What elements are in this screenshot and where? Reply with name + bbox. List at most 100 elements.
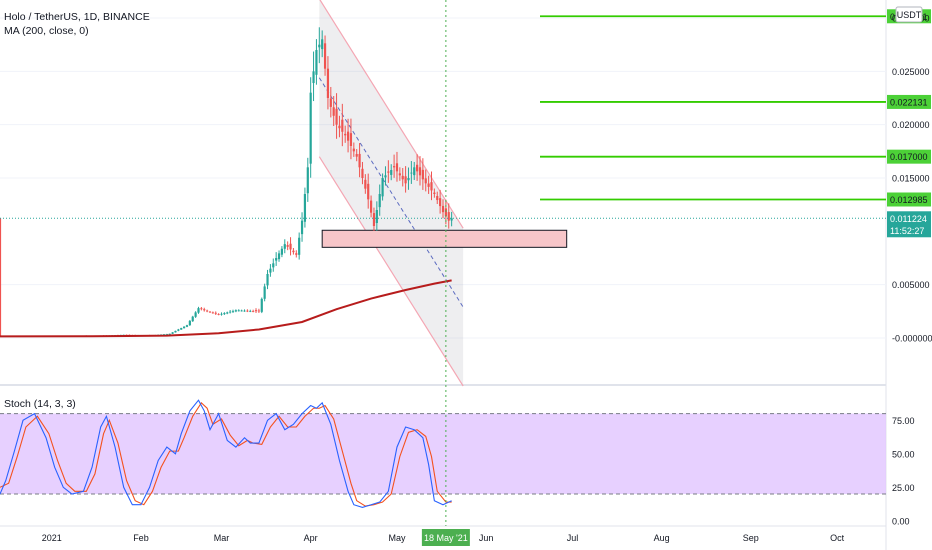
candle-body <box>206 310 209 312</box>
time-axis[interactable]: 2021 Feb Mar Apr May Jun Jul Aug Sep Oct 18 May '2… <box>42 529 845 546</box>
candle-body <box>280 248 284 255</box>
candle-body <box>444 208 447 217</box>
ma-200-line <box>0 279 452 338</box>
candle-body <box>254 310 258 312</box>
candle-body <box>407 178 410 181</box>
stoch-tick-label: 25.00 <box>892 483 915 493</box>
symbol-title[interactable]: Holo / TetherUS, 1D, BINANCE <box>4 11 150 23</box>
candle-body <box>208 311 212 313</box>
candle-body <box>390 170 393 175</box>
candle-body <box>392 166 396 168</box>
channel-upper-line <box>319 0 464 229</box>
candle-body <box>404 176 407 184</box>
candle-body <box>220 313 223 315</box>
time-tick-label: Jun <box>479 533 494 543</box>
candle-body <box>180 328 183 330</box>
candle-body <box>243 310 246 312</box>
candle-body <box>211 312 214 314</box>
crosshair-date-box <box>421 529 470 546</box>
candle-body <box>309 92 312 164</box>
candle-body <box>263 286 266 299</box>
time-tick-label: Aug <box>654 533 670 543</box>
candle-body <box>191 316 194 322</box>
candle-body <box>174 330 177 333</box>
level-label: 0.012985 <box>890 195 928 205</box>
candle-body <box>427 183 430 187</box>
candle-body <box>194 312 197 317</box>
candle-body <box>323 43 327 69</box>
candle-body <box>217 314 220 315</box>
candle-body <box>344 133 347 136</box>
candle-body <box>413 167 416 176</box>
candle-body <box>237 310 240 312</box>
candle-body <box>275 258 278 261</box>
candle-body <box>171 332 174 334</box>
candle-body <box>286 245 289 247</box>
time-tick-label: Mar <box>214 533 230 543</box>
ma-legend[interactable]: MA (200, close, 0) <box>4 25 89 37</box>
time-tick-label: Oct <box>830 533 845 543</box>
candle-body <box>326 68 330 98</box>
candle-body <box>234 310 237 312</box>
stoch-legend[interactable]: Stoch (14, 3, 3) <box>4 398 76 410</box>
price-tick-label: 0.015000 <box>892 174 930 184</box>
candle-body <box>401 175 404 180</box>
candle-body <box>439 198 442 207</box>
candle-body <box>346 131 350 141</box>
bar-countdown-label: 11:52:27 <box>890 226 924 236</box>
candle-body <box>410 172 413 174</box>
candle-body <box>162 334 166 336</box>
currency-button[interactable] <box>895 6 923 23</box>
candle-body <box>387 171 390 173</box>
candle-body <box>168 333 171 335</box>
price-tick-label: 0.025000 <box>892 67 930 77</box>
candle-body <box>430 182 433 191</box>
candle-body <box>185 325 189 327</box>
level-label: 0.017000 <box>890 152 928 162</box>
candle-body <box>292 250 295 253</box>
candle-body <box>338 125 341 129</box>
stoch-band-fill <box>0 413 886 494</box>
candle-body <box>269 268 272 273</box>
candle-body <box>231 310 235 312</box>
price-tick-label: 0.005000 <box>892 280 930 290</box>
candle-body <box>252 311 255 312</box>
candle-body <box>266 274 269 286</box>
stoch-axis[interactable]: 75.00 50.00 25.00 0.00 <box>892 416 915 527</box>
candle-body <box>352 148 355 152</box>
candle-body <box>398 173 401 176</box>
stoch-d-line <box>0 402 452 507</box>
ma-200-series <box>0 279 452 338</box>
candle-body <box>203 309 206 311</box>
candle-body <box>260 298 263 312</box>
candle-body <box>361 168 364 178</box>
level-label-box <box>887 94 931 109</box>
candle-body <box>321 39 324 50</box>
candles <box>0 27 453 337</box>
candle-body <box>298 237 301 255</box>
support-zone-box <box>321 229 568 248</box>
candle-body <box>283 244 286 249</box>
candle-body <box>214 312 217 314</box>
current-price-label: 0.011224 <box>890 214 927 224</box>
candle-body <box>358 153 361 168</box>
candle-body <box>246 310 249 312</box>
current-price-box <box>887 211 931 238</box>
candle-body <box>335 108 338 125</box>
candle-body <box>450 218 453 221</box>
candle-body <box>441 205 445 213</box>
time-tick-label: Jul <box>567 533 579 543</box>
time-tick-label: Feb <box>133 533 149 543</box>
stoch-band <box>0 413 886 495</box>
price-tick-label: -0.000000 <box>892 334 932 344</box>
price-grid <box>0 17 886 339</box>
candle-body <box>418 167 422 176</box>
candle-body <box>364 179 367 189</box>
candle-body <box>197 308 200 313</box>
candle-body <box>416 164 419 172</box>
candle-body <box>372 213 376 226</box>
pane-separator[interactable] <box>0 384 886 386</box>
time-tick-label: Sep <box>743 533 759 543</box>
candle-body <box>384 175 387 178</box>
